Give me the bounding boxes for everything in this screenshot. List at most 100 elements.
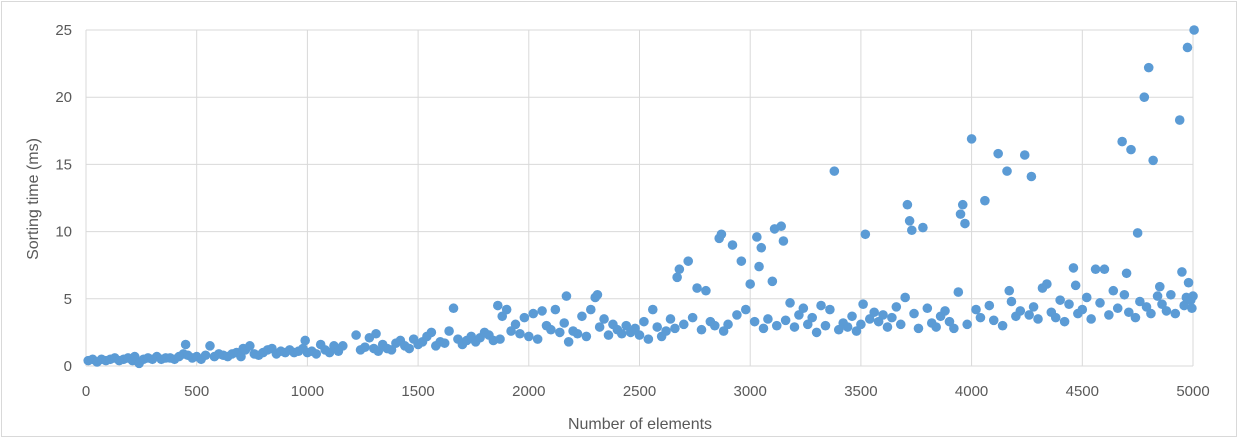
data-point [687,312,698,323]
x-axis-title: Number of elements [568,416,712,433]
data-point [532,334,543,344]
data-point [785,298,795,308]
data-point [904,216,915,226]
data-point [732,310,742,320]
data-point [798,303,809,314]
data-point [1024,310,1034,320]
data-point [842,322,853,332]
data-point [1177,267,1187,277]
data-point [652,322,663,332]
data-point [825,304,835,315]
data-point [860,229,871,240]
data-point [439,338,450,348]
y-tick-label: 25 [55,22,72,39]
data-point [1077,304,1088,315]
data-point [550,304,561,315]
data-point [678,319,689,330]
data-point [665,314,676,324]
data-point [882,322,893,332]
data-point [1090,264,1101,275]
data-point [444,326,454,336]
data-point [763,314,773,324]
data-point [980,195,990,206]
x-tick-label: 5000 [1176,383,1209,400]
data-point [971,304,981,315]
y-tick-label: 10 [55,224,72,241]
data-point [709,320,720,331]
y-tick-label: 20 [55,89,72,106]
data-point [1139,92,1150,102]
data-point [749,316,760,327]
data-point [891,302,902,312]
data-point [594,322,605,332]
data-point [672,272,682,283]
data-point [1104,310,1114,320]
data-point [577,311,587,322]
data-point [683,256,694,266]
data-point [909,308,919,319]
data-point [1064,299,1074,309]
y-tick-label: 0 [64,358,72,375]
data-point [1188,291,1198,301]
data-point [767,276,778,287]
data-point [519,312,530,323]
data-point [758,323,769,334]
data-point [696,324,707,335]
data-point [988,315,999,326]
data-point [1006,296,1017,307]
data-point [1002,166,1012,176]
y-tick-labels: 0 5 10 15 20 25 [55,22,72,375]
data-point [674,264,685,275]
data-point [1026,171,1037,182]
x-tick-label: 3000 [734,383,767,400]
data-point [776,221,786,232]
data-point [716,229,727,240]
data-point [448,303,459,314]
data-point [736,256,747,266]
data-point [493,300,503,311]
data-point [1143,62,1154,73]
x-tick-label: 1000 [291,383,324,400]
data-point [603,330,614,340]
data-point [1015,306,1026,316]
x-tick-label: 2500 [623,383,656,400]
data-point [1130,312,1141,323]
data-point [957,199,968,210]
data-point [900,292,910,303]
data-point [887,312,897,323]
data-point [727,240,738,250]
y-tick-label: 15 [55,156,72,173]
x-tick-label: 500 [184,383,209,400]
x-tick-label: 0 [82,383,90,400]
data-point [1033,314,1043,324]
data-point [510,319,521,330]
data-point [780,315,791,326]
data-point [940,306,950,316]
data-point [1146,308,1156,319]
data-point [1126,144,1136,155]
data-point [639,316,649,327]
data-point [300,335,310,346]
data-point [592,289,603,300]
data-point [869,307,879,318]
data-point [829,166,840,176]
data-point [807,312,817,323]
data-point [561,291,572,301]
data-point [856,319,866,330]
data-point [1117,136,1127,147]
data-point [634,330,645,340]
data-point [501,304,512,315]
data-point [1135,296,1145,307]
data-point [918,222,928,233]
data-point [528,308,539,319]
data-point [537,306,547,316]
data-point [1154,281,1165,292]
data-point [1187,303,1197,314]
data-point [754,261,764,272]
y-axis-title: Sorting time (ms) [25,138,42,260]
data-point [524,331,534,342]
data-point [816,300,826,311]
data-point [723,319,733,330]
data-point [962,319,972,330]
